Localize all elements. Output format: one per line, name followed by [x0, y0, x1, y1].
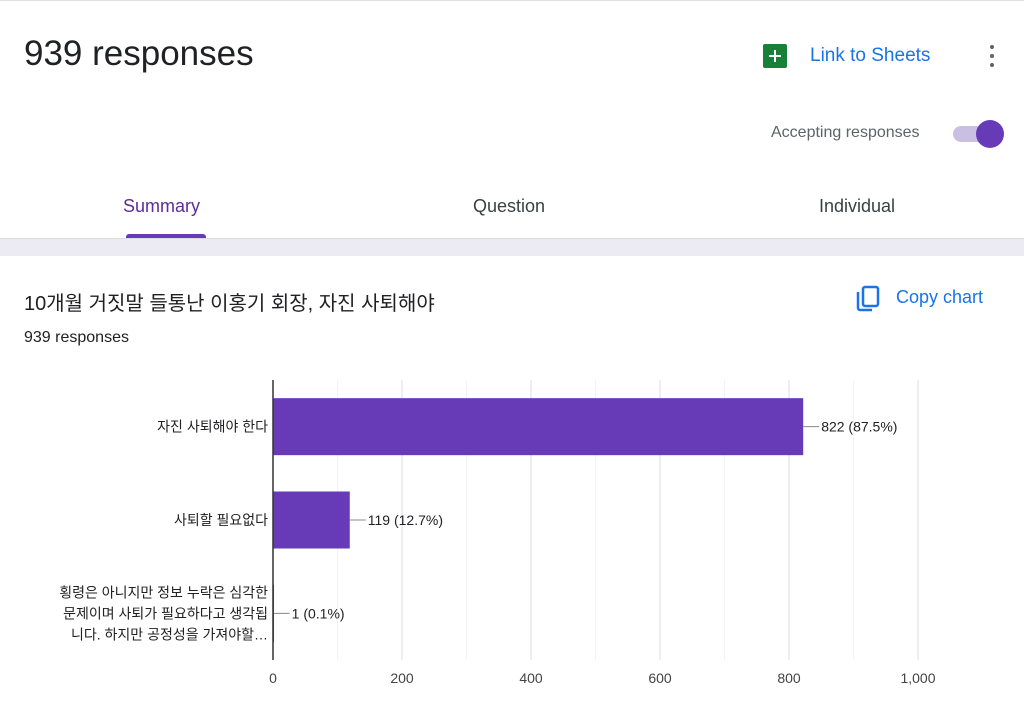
category-label: 사퇴할 필요없다: [174, 512, 268, 528]
data-label: 822 (87.5%): [821, 419, 897, 435]
category-label: 문제이며 사퇴가 필요하다고 생각됩: [63, 605, 268, 621]
response-count: 939 responses: [24, 329, 129, 346]
sheets-icon[interactable]: [763, 44, 787, 68]
copy-icon[interactable]: [855, 284, 881, 312]
category-label: 자진 사퇴해야 한다: [157, 419, 268, 435]
tab-individual[interactable]: Individual: [819, 196, 896, 216]
x-tick-label: 400: [519, 670, 543, 686]
data-label: 1 (0.1%): [292, 605, 345, 621]
tab-question[interactable]: Question: [473, 196, 546, 216]
top-border: [0, 0, 1024, 1]
x-tick-label: 200: [390, 670, 414, 686]
bar-chart: 0 200 400 600 800 1,000 822 (87.5%) 자진 사퇴해야 한다 1…: [59, 380, 936, 686]
x-tick-label: 800: [777, 670, 801, 686]
category-label: 니다. 하지만 공정성을 가져야할…: [71, 626, 268, 642]
tab-summary[interactable]: Summary: [123, 196, 201, 216]
tabs-divider: [0, 238, 1024, 239]
bar: [273, 398, 804, 456]
x-tick-label: 1,000: [900, 670, 935, 686]
question-title: 10개월 거짓말 들통난 이홍기 회장, 자진 사퇴해야: [24, 293, 435, 315]
active-tab-indicator: [126, 234, 206, 238]
page-title: 939 responses: [24, 34, 254, 73]
accepting-responses-toggle[interactable]: [953, 120, 1004, 148]
category-label: 횡령은 아니지만 정보 누락은 심각한: [59, 584, 268, 600]
x-tick-label: 600: [648, 670, 672, 686]
toggle-knob: [976, 120, 1004, 148]
more-vert-icon[interactable]: [982, 42, 1002, 70]
section-separator: [0, 239, 1024, 256]
data-label: 119 (12.7%): [368, 512, 443, 528]
accepting-responses-label: Accepting responses: [771, 124, 920, 141]
copy-chart-button[interactable]: Copy chart: [896, 287, 984, 307]
link-to-sheets-button[interactable]: Link to Sheets: [810, 45, 931, 66]
x-tick-label: 0: [269, 670, 277, 686]
bar: [273, 491, 350, 549]
